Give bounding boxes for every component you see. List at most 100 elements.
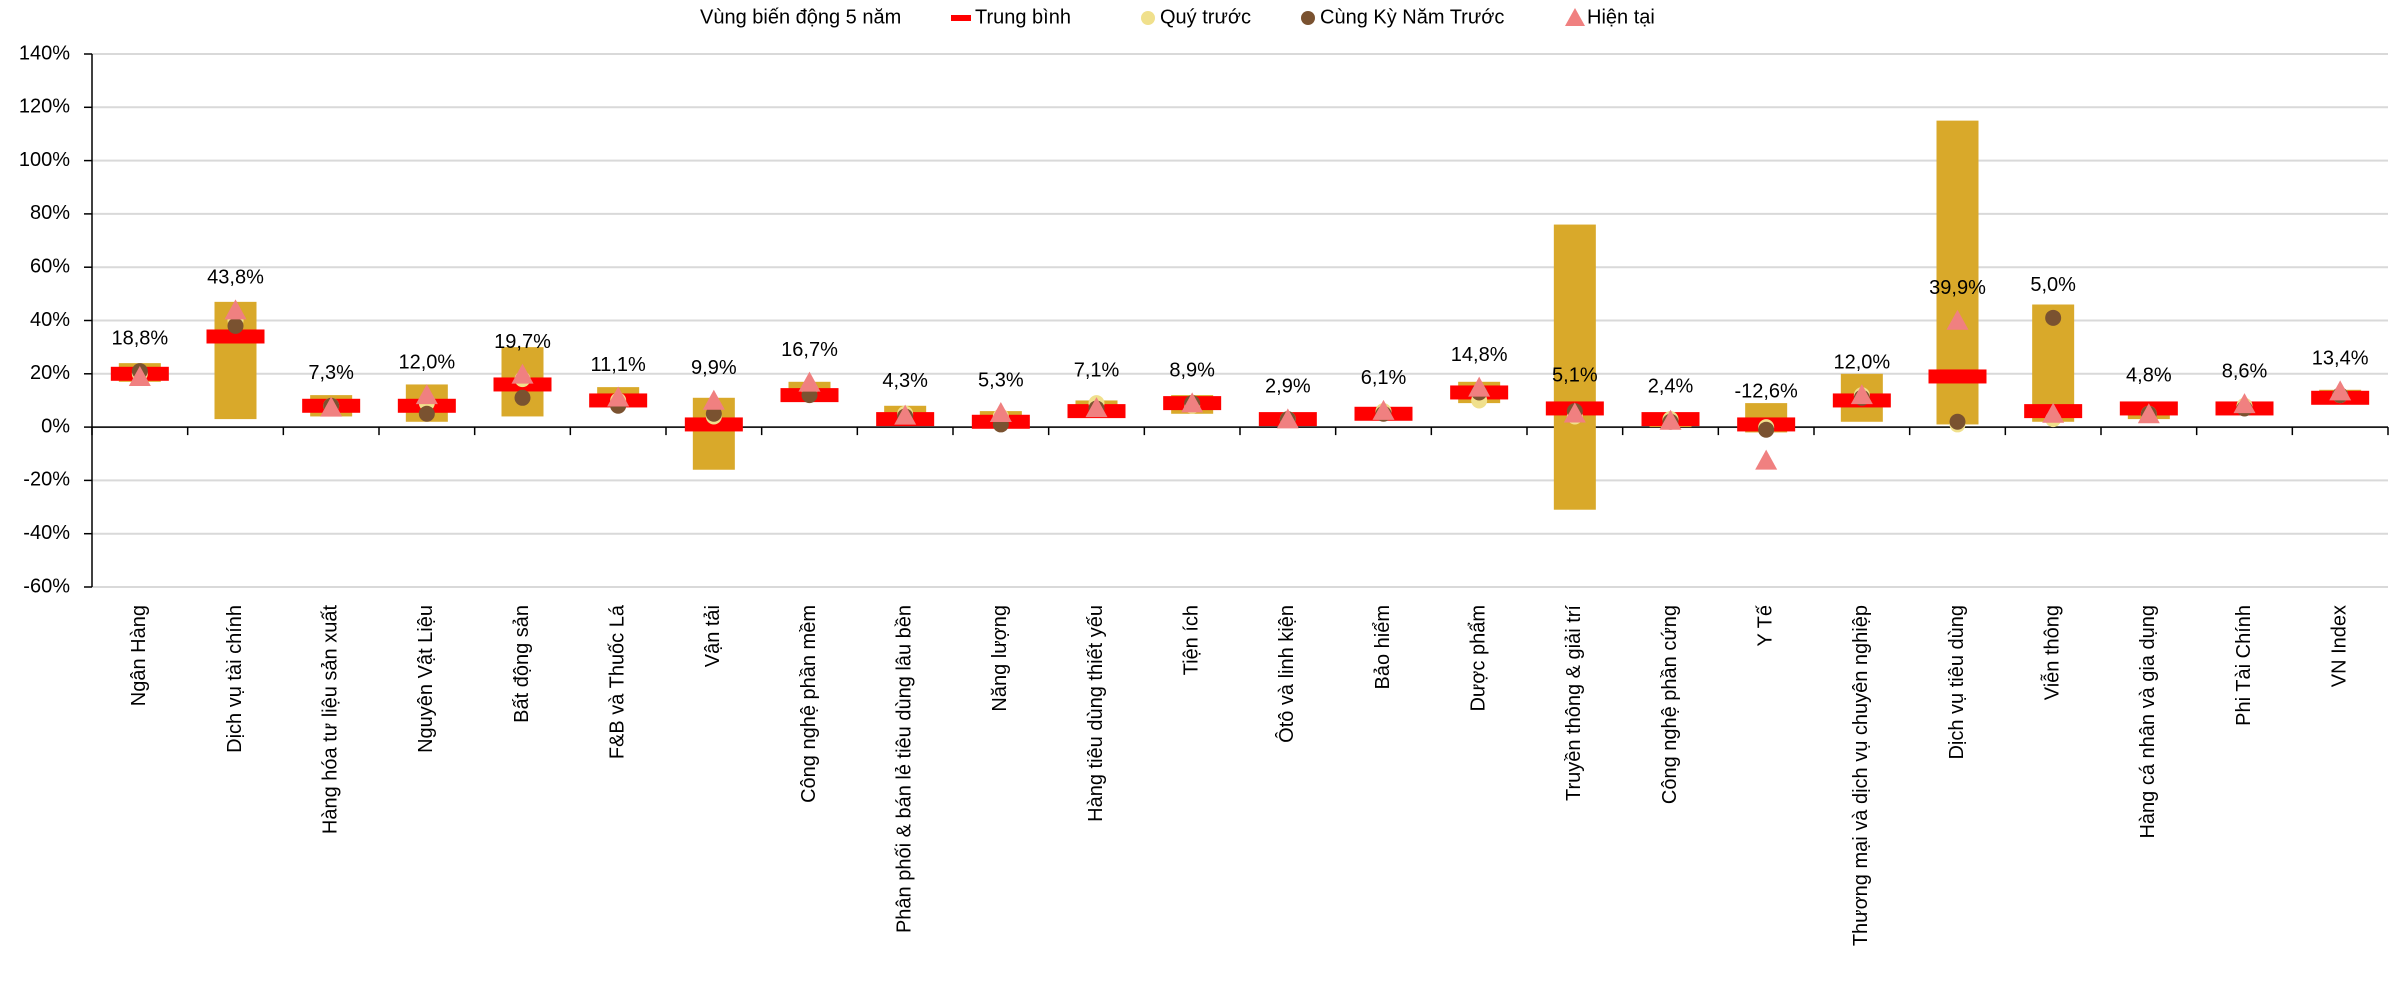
x-tick-label: Thương mại và dịch vụ chuyên nghiệp — [1850, 605, 1872, 946]
current-point — [1755, 449, 1778, 470]
x-tick-label: Công nghệ phần mềm — [798, 605, 820, 803]
y-tick-label: -40% — [23, 522, 70, 544]
x-tick-label: Y Tế — [1754, 605, 1776, 647]
value-label: 18,8% — [111, 327, 168, 349]
y-tick-label: 0% — [41, 415, 70, 437]
point — [705, 405, 722, 422]
value-label: 7,3% — [308, 362, 354, 384]
value-label: 5,0% — [2030, 274, 2076, 296]
x-tick-label: Ngân Hàng — [128, 605, 150, 706]
value-label: 4,3% — [882, 370, 928, 392]
average-mark — [1928, 369, 1987, 384]
x-tick-label: Công nghệ phần cứng — [1659, 605, 1681, 804]
value-label: 12,0% — [1833, 351, 1890, 373]
point — [1758, 421, 1775, 438]
x-tick-label: Bảo hiểm — [1372, 605, 1394, 690]
y-tick-label: -60% — [23, 575, 70, 597]
current-point — [511, 363, 534, 384]
x-tick-label: Viễn thông — [2040, 605, 2063, 700]
point — [1949, 413, 1966, 430]
legend-label: Cùng Kỳ Năm Trước — [1320, 6, 1504, 28]
value-label: 11,1% — [591, 354, 646, 376]
x-tick-label: F&B và Thuốc Lá — [606, 604, 628, 759]
x-tick-label: Hàng cá nhân và gia dụng — [2137, 605, 2159, 839]
legend-swatch — [1565, 8, 1585, 26]
value-label: 2,9% — [1265, 375, 1311, 397]
x-tick-label: Hàng tiêu dùng thiết yếu — [1085, 605, 1107, 822]
current-point — [2137, 403, 2160, 424]
current-point — [798, 371, 821, 392]
current-point — [1946, 309, 1969, 330]
current-point — [2233, 393, 2256, 414]
y-tick-label: 100% — [19, 149, 70, 171]
legend-label: Quý trước — [1160, 6, 1251, 28]
value-label: 5,3% — [978, 369, 1024, 391]
value-label: 9,9% — [691, 357, 737, 379]
x-tick-label: Nguyên Vật Liệu — [415, 605, 437, 753]
value-label: 16,7% — [781, 339, 838, 361]
current-point — [2329, 380, 2352, 401]
x-tick-label: Ôtô và linh kiện — [1275, 605, 1298, 743]
current-point — [1850, 384, 1873, 405]
legend-swatch — [1141, 11, 1155, 25]
value-label: 5,1% — [1552, 365, 1598, 387]
value-label: -12,6% — [1734, 381, 1798, 403]
point — [2045, 309, 2062, 326]
x-tick-label: Truyền thông & giải trí — [1563, 605, 1585, 801]
x-tick-label: Dịch vụ tiêu dùng — [1946, 605, 1968, 760]
current-point — [1181, 392, 1204, 413]
x-tick-label: VN Index — [2328, 605, 2350, 687]
average-mark — [206, 329, 265, 344]
range-bar — [1553, 224, 1596, 510]
legend-label: Hiện tại — [1587, 6, 1655, 28]
current-point — [702, 389, 725, 410]
value-label: 13,4% — [2312, 348, 2369, 370]
value-label: 8,9% — [1169, 359, 1215, 381]
current-point — [1468, 376, 1491, 397]
value-label: 4,8% — [2126, 365, 2172, 387]
legend-swatch — [951, 15, 971, 21]
x-tick-label: Tiện ích — [1180, 605, 1202, 675]
y-tick-label: 20% — [30, 362, 70, 384]
point — [227, 317, 244, 334]
x-tick-label: Phân phối & bán lẻ tiêu dùng lâu bền — [893, 605, 915, 933]
current-point — [224, 299, 247, 320]
value-label: 2,4% — [1648, 375, 1694, 397]
current-point — [2042, 402, 2065, 423]
x-tick-label: Dịch vụ tài chính — [224, 605, 246, 753]
current-point — [989, 401, 1012, 422]
x-tick-label: Hàng hóa tư liệu sản xuất — [319, 605, 341, 835]
y-tick-label: 80% — [30, 202, 70, 224]
current-point — [1276, 408, 1299, 429]
value-label: 8,6% — [2222, 360, 2268, 382]
current-point — [1372, 399, 1395, 420]
value-label: 6,1% — [1361, 367, 1407, 389]
x-tick-label: Bất động sản — [511, 605, 533, 723]
y-tick-label: 140% — [19, 42, 70, 64]
current-point — [1085, 397, 1108, 418]
value-label: 43,8% — [207, 267, 264, 289]
legend-label: Vùng biến động 5 năm — [700, 6, 901, 28]
current-point — [894, 404, 917, 425]
legend-swatch — [1301, 11, 1315, 25]
y-tick-label: 40% — [30, 309, 70, 331]
legend-label: Trung bình — [975, 6, 1071, 28]
value-label: 14,8% — [1451, 344, 1508, 366]
x-tick-label: Phi Tài Chính — [2233, 605, 2255, 726]
point — [418, 405, 435, 422]
y-tick-label: -20% — [23, 469, 70, 491]
current-point — [415, 384, 438, 405]
current-point — [1659, 409, 1682, 430]
value-label: 19,7% — [494, 331, 551, 353]
value-label: 7,1% — [1074, 359, 1120, 381]
y-tick-label: 120% — [19, 96, 70, 118]
point — [514, 389, 531, 406]
x-tick-label: Năng lượng — [989, 605, 1011, 712]
x-tick-label: Dược phẩm — [1467, 605, 1489, 712]
x-tick-label: Vận tải — [702, 605, 724, 667]
current-point — [1563, 402, 1586, 423]
current-point — [607, 386, 630, 407]
value-label: 39,9% — [1929, 277, 1986, 299]
y-tick-label: 60% — [30, 255, 70, 277]
